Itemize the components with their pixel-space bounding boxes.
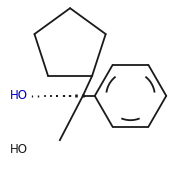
Text: HO: HO	[10, 89, 28, 102]
Text: HO: HO	[10, 143, 28, 156]
